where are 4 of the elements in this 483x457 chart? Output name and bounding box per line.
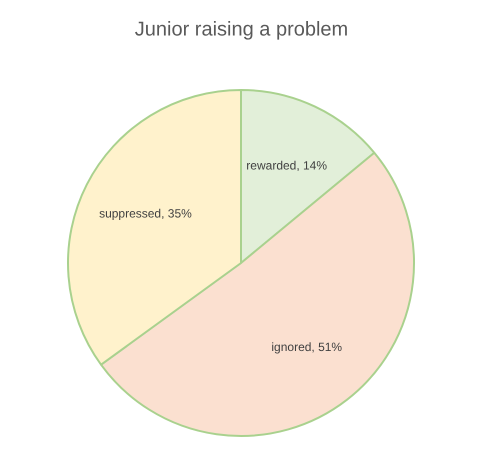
slice-label: rewarded, 14%: [246, 158, 328, 172]
chart-title: Junior raising a problem: [134, 18, 348, 41]
slice-label: ignored, 51%: [271, 340, 342, 354]
slice-label: suppressed, 35%: [99, 206, 192, 221]
